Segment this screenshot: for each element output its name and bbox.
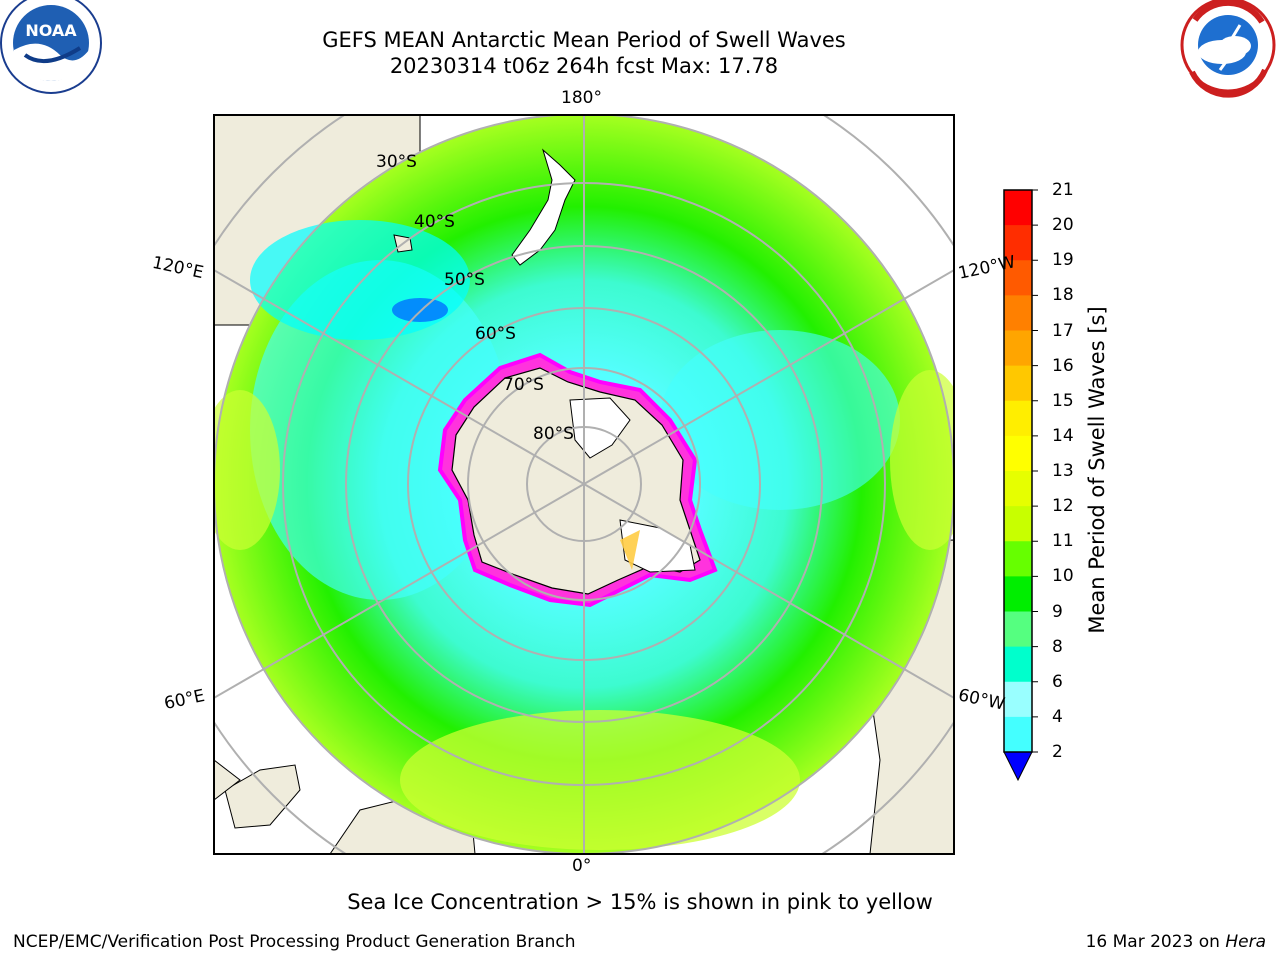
colorbar-tick-label: 21: [1052, 180, 1074, 200]
colorbar-segment: [1004, 330, 1032, 367]
colorbar-tick-label: 17: [1052, 320, 1074, 341]
chart-title: GEFS MEAN Antarctic Mean Period of Swell…: [322, 28, 846, 52]
chart-subtitle: 20230314 t06z 264h fcst Max: 17.78: [389, 54, 779, 78]
swell-patch-yellow-east: [890, 370, 954, 550]
swell-patch-cyan-pacific: [660, 330, 900, 510]
footer-host: Hera: [1225, 932, 1266, 952]
ice-yellow-rim: [620, 530, 640, 570]
map-area: [214, 115, 954, 854]
lon-label-180: 180°: [561, 88, 602, 108]
colorbar: [1003, 189, 1038, 782]
colorbar-segment: [1004, 400, 1032, 437]
new-zealand-land: [511, 148, 576, 266]
colorbar-tick-label: 16: [1052, 355, 1074, 376]
colorbar-tick-label: 18: [1052, 285, 1074, 306]
lat-label-40s: 40°S: [414, 212, 455, 232]
colorbar-segment: [1004, 716, 1032, 753]
swell-patch-yellow-atlantic: [400, 710, 800, 850]
colorbar-segment: [1004, 471, 1032, 507]
colorbar-segment: [1004, 611, 1032, 648]
colorbar-tick-label: 13: [1052, 461, 1074, 481]
swell-patch-cyan-indian: [250, 260, 510, 600]
colorbar-tick-label: 15: [1052, 390, 1074, 411]
sea-ice-caption: Sea Ice Concentration > 15% is shown in …: [0, 890, 1280, 914]
colorbar-segment: [1004, 190, 1032, 226]
colorbar-tick-label: 4: [1052, 706, 1063, 727]
swell-patch-blue: [392, 298, 448, 322]
lat-label-50s: 50°S: [444, 270, 485, 290]
graticule: [214, 115, 954, 854]
colorbar-segment: [1004, 646, 1032, 683]
colorbar-tick-label: 2: [1052, 742, 1063, 762]
colorbar-tick-label: 10: [1052, 566, 1074, 587]
colorbar-tick-label: 12: [1052, 496, 1074, 517]
colorbar-segment: [1004, 260, 1032, 296]
lat-label-30s: 30°S: [376, 152, 417, 172]
lon-label-0: 0°: [572, 856, 592, 876]
swell-patch-cyan-tasman: [250, 220, 470, 340]
footer-date: 16 Mar 2023 on Hera: [1086, 932, 1266, 952]
colorbar-tick-label: 8: [1052, 636, 1063, 657]
colorbar-tick-label: 9: [1052, 601, 1063, 622]
colorbar-tick-label: 11: [1052, 531, 1074, 552]
colorbar-segment: [1004, 541, 1032, 577]
lat-label-70s: 70°S: [503, 375, 544, 395]
colorbar-segment: [1004, 506, 1032, 542]
noaa-logo-text: NOAA: [25, 21, 77, 40]
colorbar-tick-label: 20: [1052, 215, 1074, 236]
swell-patch-yellow-west: [214, 390, 280, 550]
colorbar-segment: [1004, 435, 1032, 472]
noaa-logo: NOAA: [0, 0, 102, 94]
footer-branch: NCEP/EMC/Verification Post Processing Pr…: [13, 932, 576, 952]
colorbar-tick-label: 14: [1052, 425, 1074, 446]
lat-label-80s: 80°S: [533, 424, 574, 444]
sea-ice-caption-text: Sea Ice Concentration > 15% is shown in …: [347, 890, 933, 914]
colorbar-segment: [1004, 225, 1032, 261]
madagascar-land: [224, 764, 301, 829]
colorbar-extend-min: [1003, 751, 1033, 782]
colorbar-segment: [1004, 576, 1032, 612]
lat-label-60s: 60°S: [475, 324, 516, 344]
colorbar-tick-label: 6: [1052, 671, 1063, 692]
colorbar-segment: [1004, 681, 1032, 718]
map-frame: [213, 114, 955, 855]
footer-date-text: 16 Mar 2023 on: [1085, 932, 1226, 952]
colorbar-segment: [1004, 295, 1032, 331]
colorbar-title: Mean Period of Swell Waves [s]: [1085, 306, 1109, 634]
colorbar-segment: [1004, 365, 1032, 402]
india-ocean-land: [214, 759, 241, 801]
colorbar-tick-label: 19: [1052, 250, 1074, 271]
nws-logo: [1180, 0, 1276, 98]
